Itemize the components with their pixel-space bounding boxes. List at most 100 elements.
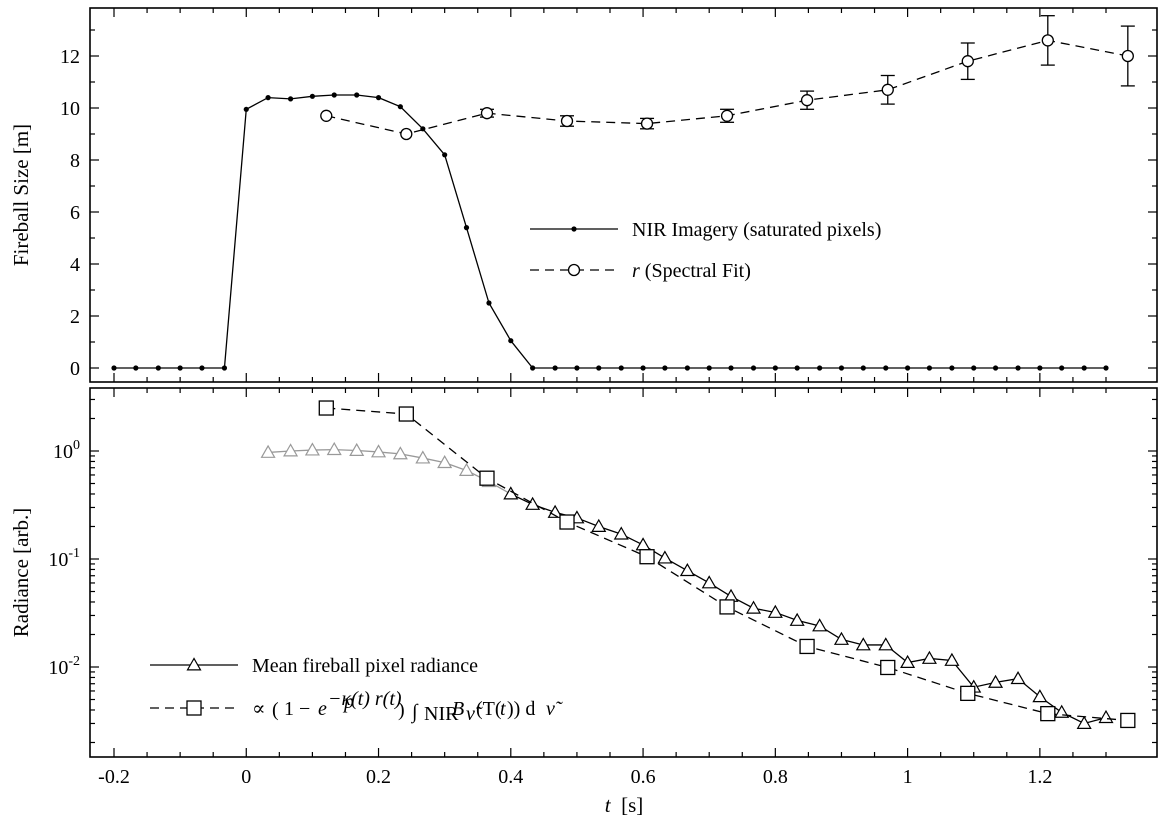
series-nir-point [971,365,977,371]
series-radiance-point [415,450,431,464]
bottom-y-axis-label: Radiance [arb.] [9,508,33,637]
x-axis-label: t [s] [605,793,644,817]
svg-text:∝: ∝ [252,698,266,720]
x-tick-label: 1 [903,766,913,788]
series-nir-point [397,104,403,110]
series-nir-point [905,365,911,371]
series-radiance-point [304,442,320,456]
series-spectral-fit-point [560,114,574,128]
series-radiance-point [767,604,783,618]
legend-spectral-fit-marker [567,263,581,277]
series-radiance-point [370,444,387,458]
series-nir-point [331,92,337,98]
bottom-y-tick-label: 100 [53,438,80,463]
series-nir-point [287,96,294,102]
series-nir-point [1015,365,1021,371]
top-y-tick-label: 0 [70,358,80,380]
series-model-point [318,400,334,416]
series-model-point [1120,712,1136,729]
x-tick-label: 0.4 [498,766,523,788]
svg-text:NIR: NIR [424,703,459,725]
legend-radiance-label: Mean fireball pixel radiance [252,655,478,677]
series-spectral-fit-point [400,127,413,141]
series-model-point [880,659,896,676]
series-nir-point [199,365,205,371]
bottom-panel-frame [89,387,1158,758]
svg-text:p: p [342,691,354,713]
svg-text:)) d: )) d [507,698,535,720]
series-radiance-point [1032,689,1048,703]
top-panel-frame [89,7,1158,383]
top-y-axis-label: Fireball Size [m] [9,124,33,266]
x-tick-label: -0.2 [98,766,130,788]
svg-text:1 −: 1 − [284,698,310,720]
x-tick-label: 0.6 [631,766,656,788]
series-nir-point [728,365,734,371]
svg-text:): ) [398,699,405,721]
series-nir-point [1081,365,1087,371]
series-radiance-point [679,562,695,577]
series-radiance-point [437,454,453,469]
legend-spectral-fit-label: r (Spectral Fit) [632,260,751,282]
svg-text:∫: ∫ [410,701,419,724]
svg-text:B: B [452,698,464,720]
series-radiance-point [392,446,408,460]
top-y-tick-label: 12 [60,46,80,68]
series-radiance-point [745,600,762,614]
series-radiance-point [701,575,717,589]
series-radiance-point [833,631,850,645]
series-radiance-point [878,637,894,651]
series-nir-point [618,365,624,371]
svg-text:ν̃: ν̃ [546,698,563,720]
series-model-point [398,406,414,422]
series-model-point [719,599,735,615]
series-radiance-point [855,637,871,651]
legend-nir-label: NIR Imagery (saturated pixels) [632,219,881,241]
legend-radiance-marker [186,657,202,671]
series-nir-point [221,365,228,371]
series-nir-point [772,365,778,371]
series-nir-point [177,365,183,371]
series-nir-point [309,93,315,99]
top-y-tick-label: 8 [70,150,80,172]
series-nir-point [750,365,757,371]
series-nir-point [640,365,646,371]
svg-text:(T(: (T( [476,698,502,720]
series-spectral-fit-point [881,83,894,96]
series-radiance-point [988,674,1004,688]
series-spectral-fit-point [320,109,333,122]
x-tick-label: 1.2 [1027,766,1052,788]
series-nir-point [243,106,249,112]
series-nir-point [508,338,514,344]
series-spectral-fit-point [640,117,654,130]
series-nir-point [684,365,690,371]
series-radiance-point [1098,709,1114,724]
series-nir-line [114,94,1106,369]
svg-text:(: ( [272,699,279,721]
top-y-tick-label: 10 [60,98,80,120]
series-radiance-point [789,612,805,626]
series-nir-point [442,152,448,158]
series-radiance-point [260,444,276,458]
series-radiance-point [1054,704,1070,718]
top-y-tick-label: 4 [70,254,80,276]
svg-text:t: t [500,698,506,720]
series-radiance-point [613,526,629,540]
series-nir-point [574,365,580,371]
series-radiance-point [349,442,365,457]
series-nir-point [992,365,999,371]
series-nir-point [552,365,558,371]
series-nir-point [155,365,161,371]
series-radiance-point [283,443,299,457]
series-nir-point [1059,365,1065,371]
x-tick-label: 0 [241,766,251,788]
x-tick-label: 0.8 [763,766,788,788]
legend-nir-marker [571,226,577,232]
bottom-y-tick-label: 10-1 [48,546,80,571]
series-radiance-point [326,441,342,456]
series-nir-point [662,365,668,371]
series-nir-point [860,365,866,371]
